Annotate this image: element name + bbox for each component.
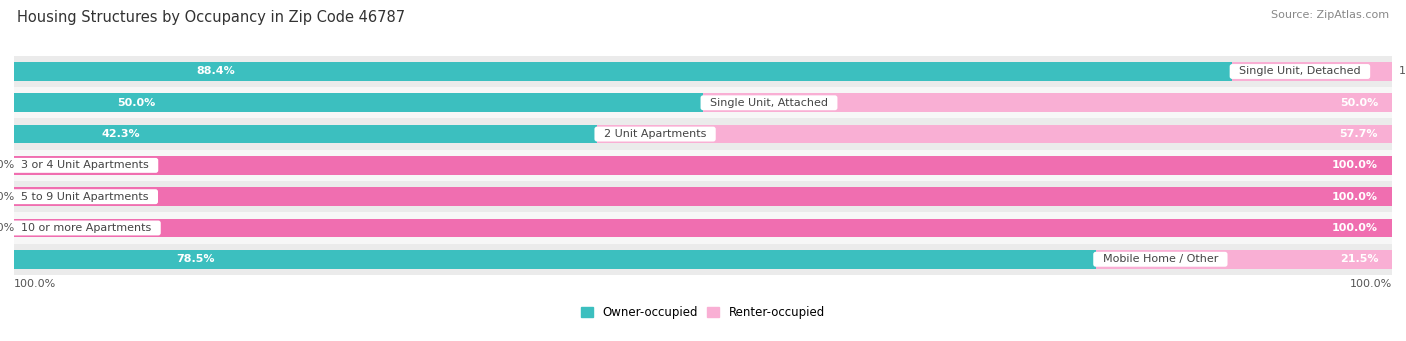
Text: 42.3%: 42.3%	[101, 129, 141, 139]
Bar	[14, 118, 1392, 150]
Bar	[14, 62, 1232, 81]
Text: 100.0%: 100.0%	[1331, 160, 1378, 170]
Text: 100.0%: 100.0%	[1331, 223, 1378, 233]
Text: 0.0%: 0.0%	[0, 192, 14, 202]
Text: 50.0%: 50.0%	[118, 98, 156, 108]
Bar	[1095, 250, 1392, 269]
Text: 100.0%: 100.0%	[1350, 279, 1392, 289]
Text: 78.5%: 78.5%	[176, 254, 215, 264]
Bar	[14, 156, 1392, 175]
Bar	[14, 187, 1392, 206]
Bar	[14, 219, 1392, 237]
Text: Single Unit, Detached: Single Unit, Detached	[1232, 66, 1368, 76]
Text: 100.0%: 100.0%	[1331, 192, 1378, 202]
Text: 0.0%: 0.0%	[0, 160, 14, 170]
Text: Single Unit, Attached: Single Unit, Attached	[703, 98, 835, 108]
Bar	[14, 212, 1392, 243]
Text: 21.5%: 21.5%	[1340, 254, 1378, 264]
Bar	[703, 93, 1392, 112]
Bar	[14, 150, 1392, 181]
Bar	[14, 56, 1392, 87]
Text: 2 Unit Apartments: 2 Unit Apartments	[598, 129, 713, 139]
Bar	[14, 243, 1392, 275]
Text: 100.0%: 100.0%	[14, 279, 56, 289]
Text: Source: ZipAtlas.com: Source: ZipAtlas.com	[1271, 10, 1389, 20]
Text: Mobile Home / Other: Mobile Home / Other	[1095, 254, 1225, 264]
Text: 10 or more Apartments: 10 or more Apartments	[14, 223, 159, 233]
Bar	[14, 87, 1392, 118]
Text: 3 or 4 Unit Apartments: 3 or 4 Unit Apartments	[14, 160, 156, 170]
Text: 88.4%: 88.4%	[197, 66, 236, 76]
Legend: Owner-occupied, Renter-occupied: Owner-occupied, Renter-occupied	[576, 301, 830, 324]
Bar	[14, 181, 1392, 212]
Text: 0.0%: 0.0%	[0, 223, 14, 233]
Text: 50.0%: 50.0%	[1340, 98, 1378, 108]
Text: 5 to 9 Unit Apartments: 5 to 9 Unit Apartments	[14, 192, 156, 202]
Bar	[598, 125, 1392, 144]
Bar	[14, 93, 703, 112]
Bar	[14, 125, 598, 144]
Bar	[1232, 62, 1392, 81]
Text: 11.6%: 11.6%	[1399, 66, 1406, 76]
Bar	[14, 250, 1095, 269]
Text: 57.7%: 57.7%	[1340, 129, 1378, 139]
Text: Housing Structures by Occupancy in Zip Code 46787: Housing Structures by Occupancy in Zip C…	[17, 10, 405, 25]
